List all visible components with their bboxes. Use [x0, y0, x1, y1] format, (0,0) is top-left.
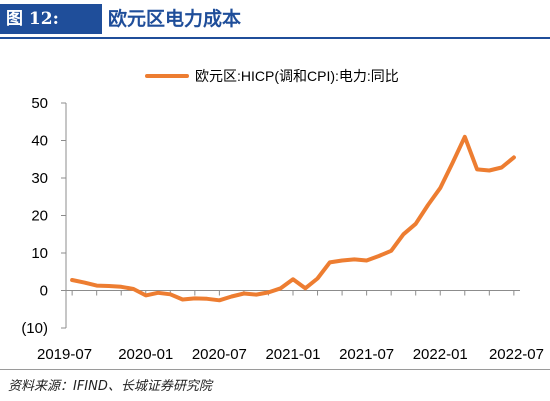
- source-rule: [0, 369, 550, 370]
- x-tick-label: 2020-07: [192, 346, 247, 363]
- x-tick-label: 2021-07: [339, 346, 394, 363]
- y-tick-label: (10): [21, 320, 48, 337]
- x-axis: 2019-07 2020-01 2020-07 2021-01 2021-07 2022-…: [37, 290, 544, 363]
- x-tick-label: 2021-01: [265, 346, 320, 363]
- x-tick-label: 2022-07: [489, 346, 544, 363]
- y-tick-label: 0: [40, 283, 48, 300]
- x-tick-label: 2019-07: [37, 346, 92, 363]
- figure-header: 图 12: 欧元区电力成本: [0, 0, 550, 40]
- source-note: 资料来源：IFIND、长城证券研究院: [8, 379, 212, 394]
- y-tick-label: 20: [31, 208, 48, 225]
- line-chart: 欧元区:HICP(调和CPI):电力:同比 50 40 30 20 10 0 (10) 20…: [21, 68, 544, 363]
- series-line: [70, 134, 516, 303]
- plot-area: [70, 134, 516, 303]
- header-rule: [0, 37, 550, 39]
- figure-label: 图 12:: [0, 4, 102, 34]
- y-tick-label: 30: [31, 170, 48, 187]
- y-tick-label: 10: [31, 245, 48, 262]
- y-tick-label: 50: [31, 95, 48, 112]
- y-axis: 50 40 30 20 10 0 (10): [21, 95, 67, 337]
- x-tick-label: 2020-01: [118, 346, 173, 363]
- legend-label: 欧元区:HICP(调和CPI):电力:同比: [195, 68, 399, 84]
- figure-title: 欧元区电力成本: [108, 8, 242, 30]
- y-tick-label: 40: [31, 133, 48, 150]
- x-tick-label: 2022-01: [413, 346, 468, 363]
